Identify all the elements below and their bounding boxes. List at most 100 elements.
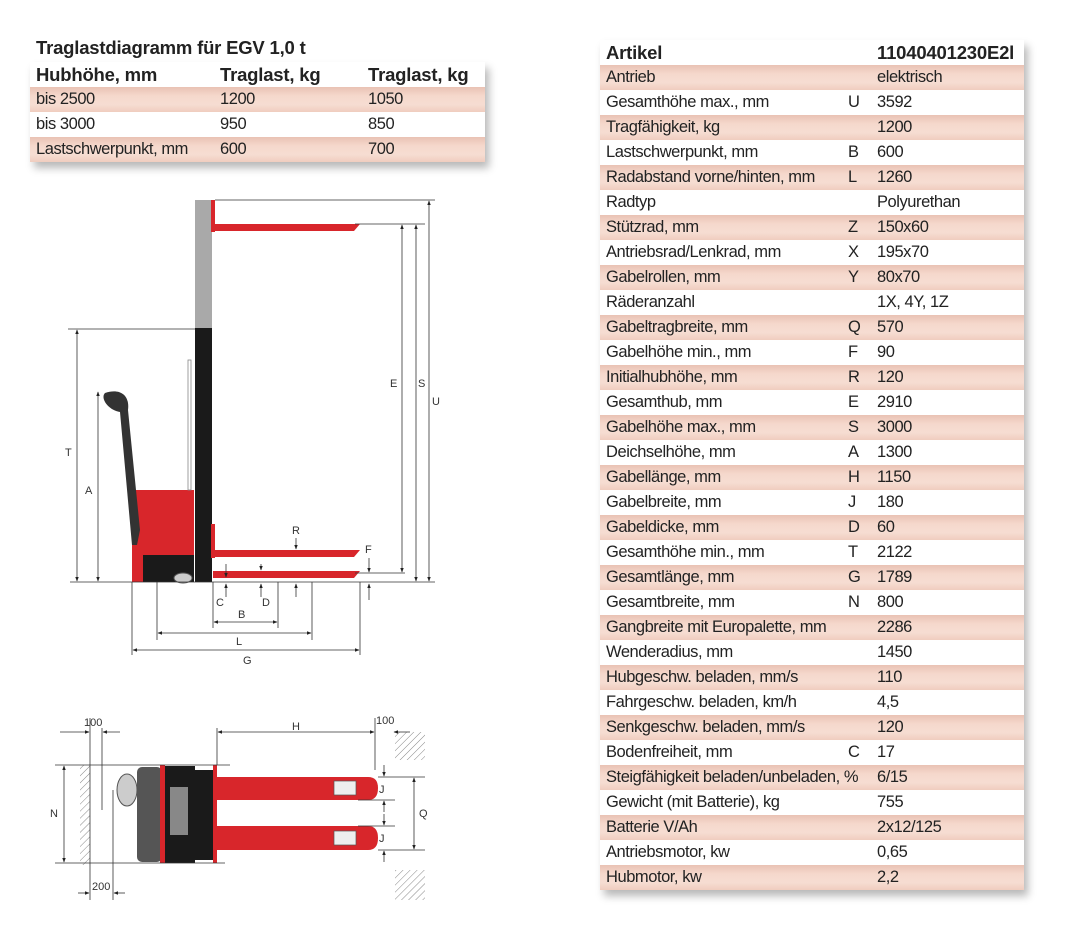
spec-symbol: H bbox=[848, 468, 860, 486]
spec-label: Deichselhöhe, mm bbox=[606, 443, 736, 461]
dim-label-clearance-right: 100 bbox=[376, 715, 394, 727]
spec-symbol: G bbox=[848, 568, 861, 586]
spec-label: Hubgeschw. beladen, mm/s bbox=[606, 668, 798, 686]
spec-label: Bodenfreiheit, mm bbox=[606, 743, 733, 761]
spec-symbol: D bbox=[848, 518, 860, 536]
spec-value: 120 bbox=[877, 368, 904, 386]
spec-value: 600 bbox=[877, 143, 904, 161]
spec-symbol: F bbox=[848, 343, 858, 361]
spec-value: 1150 bbox=[877, 468, 911, 486]
spec-row: Gabeldicke, mm D 60 bbox=[600, 515, 1024, 540]
fork-raised bbox=[215, 224, 360, 231]
spec-label: Gewicht (mit Batterie), kg bbox=[606, 793, 780, 811]
spec-value: 570 bbox=[877, 318, 904, 336]
spec-row: Batterie V/Ah 2x12/125 bbox=[600, 815, 1024, 840]
spec-row: Antriebsmotor, kw 0,65 bbox=[600, 840, 1024, 865]
dim-label-tiller-clearance: 200 bbox=[92, 881, 110, 893]
dim-label-J: J bbox=[379, 784, 385, 796]
header-cell: Traglast, kg bbox=[220, 64, 321, 85]
spec-value: 755 bbox=[877, 793, 904, 811]
dim-label-L: L bbox=[236, 636, 242, 648]
dim-label-F: F bbox=[365, 544, 372, 556]
table-cell: bis 2500 bbox=[36, 90, 95, 108]
fork-lowered bbox=[213, 571, 360, 578]
spec-row: Lastschwerpunkt, mm B 600 bbox=[600, 140, 1024, 165]
table-cell: bis 3000 bbox=[36, 115, 95, 133]
spec-label: Lastschwerpunkt, mm bbox=[606, 143, 758, 161]
header-cell: Traglast, kg bbox=[368, 64, 469, 85]
dim-label-A: A bbox=[85, 485, 93, 497]
spec-row: Steigfähigkeit beladen/unbeladen, % 6/15 bbox=[600, 765, 1024, 790]
dim-label-N: N bbox=[50, 808, 58, 820]
spec-symbol: B bbox=[848, 143, 859, 161]
dimension-lines bbox=[68, 199, 435, 655]
table-cell: 950 bbox=[220, 115, 247, 133]
table-cell: 1050 bbox=[368, 90, 403, 108]
table-cell: 600 bbox=[220, 140, 247, 158]
spec-row: Antriebsrad/Lenkrad, mm X 195x70 bbox=[600, 240, 1024, 265]
spec-label: Gesamtbreite, mm bbox=[606, 593, 735, 611]
spec-value: 120 bbox=[877, 718, 904, 736]
spec-symbol: S bbox=[848, 418, 859, 436]
dim-label-Q: Q bbox=[419, 808, 428, 820]
dim-label-R: R bbox=[292, 525, 300, 537]
spec-label: Gabelhöhe max., mm bbox=[606, 418, 756, 436]
drive-unit bbox=[137, 767, 162, 862]
spec-label: Stützrad, mm bbox=[606, 218, 699, 236]
spec-label: Initialhubhöhe, mm bbox=[606, 368, 738, 386]
table-header-row: Hubhöhe, mm Traglast, kg Traglast, kg bbox=[30, 62, 485, 87]
table-header-row: Artikel 11040401230E2l bbox=[600, 40, 1024, 65]
spec-label: Radtyp bbox=[606, 193, 656, 211]
spec-value: 17 bbox=[877, 743, 895, 761]
spec-label: Senkgeschw. beladen, mm/s bbox=[606, 718, 805, 736]
spec-value: 1260 bbox=[877, 168, 912, 186]
dim-label-D: D bbox=[262, 597, 270, 609]
spec-row: Gesamtlänge, mm G 1789 bbox=[600, 565, 1024, 590]
spec-row: Gabelbreite, mm J 180 bbox=[600, 490, 1024, 515]
spec-row: Gesamthöhe min., mm T 2122 bbox=[600, 540, 1024, 565]
spec-label: Gesamtlänge, mm bbox=[606, 568, 735, 586]
spec-symbol: Z bbox=[848, 218, 858, 236]
spec-label: Gabelbreite, mm bbox=[606, 493, 722, 511]
spec-row: Gangbreite mit Europalette, mm 2286 bbox=[600, 615, 1024, 640]
spec-row: Stützrad, mm Z 150x60 bbox=[600, 215, 1024, 240]
spec-row: Räderanzahl 1X, 4Y, 1Z bbox=[600, 290, 1024, 315]
spec-row: Gesamthöhe max., mm U 3592 bbox=[600, 90, 1024, 115]
dim-label-G: G bbox=[243, 655, 252, 667]
spec-label: Gesamthöhe max., mm bbox=[606, 93, 769, 111]
spec-label: Steigfähigkeit beladen/unbeladen, % bbox=[606, 768, 859, 786]
spec-row: Gabelrollen, mm Y 80x70 bbox=[600, 265, 1024, 290]
table-cell: Lastschwerpunkt, mm bbox=[36, 140, 188, 158]
spec-label: Gabeldicke, mm bbox=[606, 518, 719, 536]
spec-symbol: T bbox=[848, 543, 858, 561]
header-cell: Hubhöhe, mm bbox=[36, 64, 158, 85]
header-label: Artikel bbox=[606, 42, 663, 63]
table-row: Lastschwerpunkt, mm 600 700 bbox=[30, 137, 485, 162]
spec-table: Artikel 11040401230E2l Antrieb elektrisch… bbox=[600, 40, 1024, 890]
dim-label-U: U bbox=[432, 396, 440, 408]
spec-value: 800 bbox=[877, 593, 904, 611]
top-view-diagram bbox=[80, 732, 425, 900]
spec-value: 2x12/125 bbox=[877, 818, 942, 836]
spec-row: Gabelhöhe min., mm F 90 bbox=[600, 340, 1024, 365]
load-table-title: Traglastdiagramm für EGV 1,0 t bbox=[36, 37, 306, 58]
spec-value: 195x70 bbox=[877, 243, 929, 261]
spec-value: 2122 bbox=[877, 543, 912, 561]
spec-label: Tragfähigkeit, kg bbox=[606, 118, 720, 136]
spec-row: Initialhubhöhe, mm R 120 bbox=[600, 365, 1024, 390]
spec-symbol: L bbox=[848, 168, 857, 186]
spec-value: 3592 bbox=[877, 93, 912, 111]
spec-label: Gesamthub, mm bbox=[606, 393, 723, 411]
spec-label: Radabstand vorne/hinten, mm bbox=[606, 168, 815, 186]
mast bbox=[195, 328, 212, 582]
spec-value: elektrisch bbox=[877, 68, 943, 86]
dim-label-clearance-left: 100 bbox=[84, 717, 102, 729]
load-capacity-table: Hubhöhe, mm Traglast, kg Traglast, kg bi… bbox=[30, 62, 485, 162]
spec-symbol: X bbox=[848, 243, 859, 261]
dim-label-J: J bbox=[379, 833, 385, 845]
spec-label: Antrieb bbox=[606, 68, 656, 86]
spec-value: 110 bbox=[877, 668, 902, 686]
spec-row: Radabstand vorne/hinten, mm L 1260 bbox=[600, 165, 1024, 190]
spec-row: Antrieb elektrisch bbox=[600, 65, 1024, 90]
